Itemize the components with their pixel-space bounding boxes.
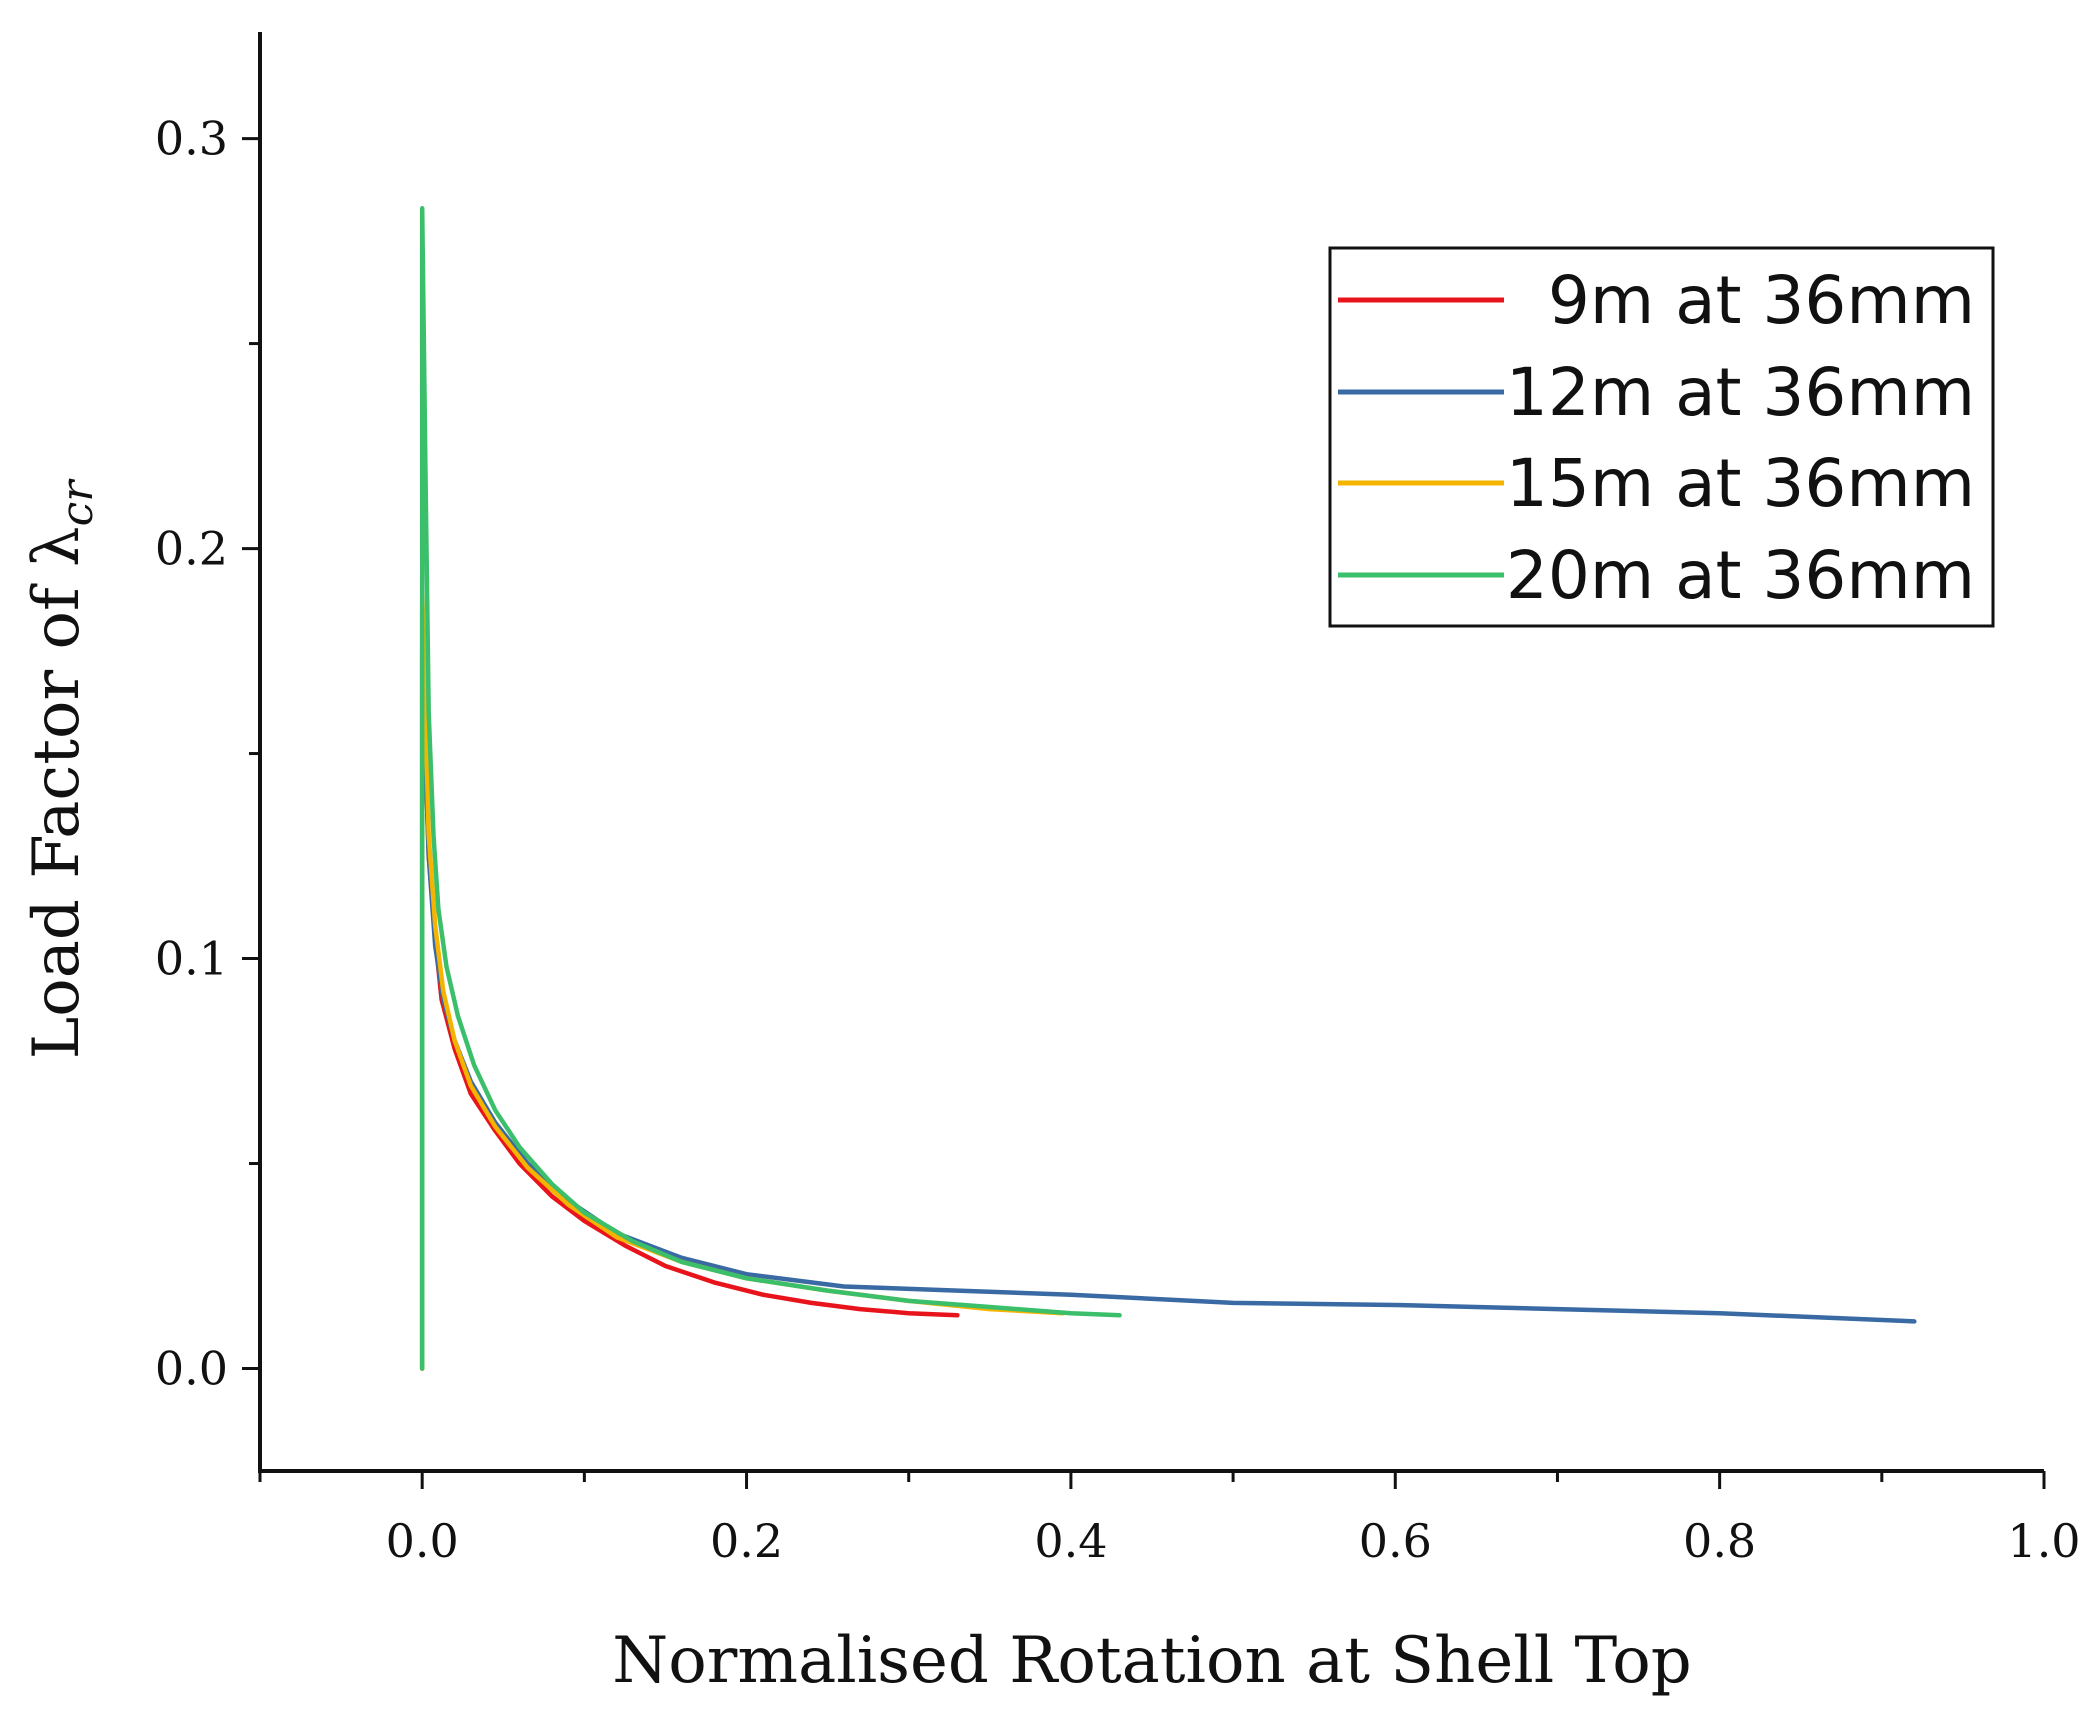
series-line-3 <box>419 587 1066 1371</box>
legend-label-2: 12m at 36mm <box>1506 354 1975 431</box>
x-tick-label: 0.8 <box>1683 1514 1756 1568</box>
series-line-1 <box>419 607 960 1371</box>
series-line-2 <box>419 648 1917 1371</box>
y-tick-label: 0.3 <box>155 112 228 166</box>
x-axis-title: Normalised Rotation at Shell Top <box>612 1624 1691 1698</box>
x-tick-label: 1.0 <box>2007 1514 2080 1568</box>
series-layer <box>419 206 1917 1371</box>
x-tick-label: 0.6 <box>1359 1514 1432 1568</box>
ticks: 0.0 0.2 0.4 0.6 0.8 1.0 0.0 0.1 0.2 0.3 <box>155 112 2081 1568</box>
y-axis-title: Load Factor of λcr <box>20 478 103 1060</box>
legend-label-3: 15m at 36mm <box>1506 445 1975 522</box>
x-tick-label: 0.0 <box>386 1514 459 1568</box>
x-tick-label: 0.2 <box>710 1514 783 1568</box>
legend: 9m at 36mm 12m at 36mm 15m at 36mm 20m at 3… <box>1328 246 1995 628</box>
y-tick-label: 0.1 <box>155 932 228 986</box>
legend-label-4: 20m at 36mm <box>1506 537 1975 614</box>
y-tick-label: 0.2 <box>155 522 228 576</box>
legend-label-1: 9m at 36mm <box>1548 262 1975 339</box>
x-tick-label: 0.4 <box>1034 1514 1107 1568</box>
legend-box <box>1328 246 1995 628</box>
y-axis-title-symbol: λ <box>20 526 94 567</box>
axes <box>258 32 2044 1473</box>
series-line-4 <box>419 206 1122 1371</box>
y-axis-title-subscript: cr <box>52 478 103 527</box>
y-axis-title-prefix: Load Factor of <box>20 567 94 1059</box>
y-tick-label: 0.0 <box>155 1342 228 1396</box>
